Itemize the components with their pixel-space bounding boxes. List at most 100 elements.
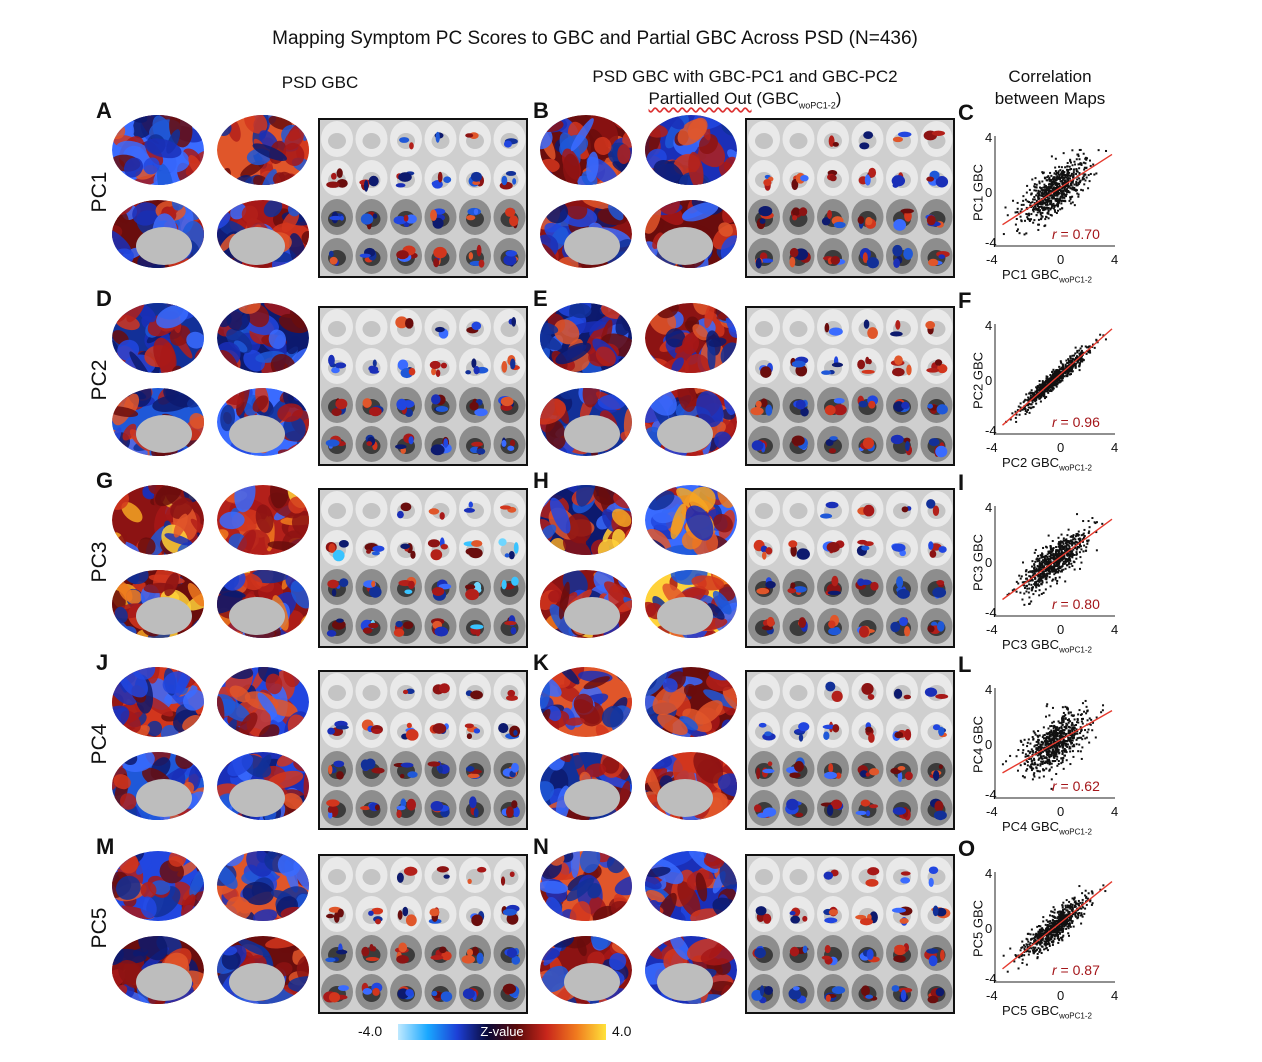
scatter-point (1027, 398, 1030, 401)
scatter-point (1053, 911, 1056, 914)
scatter-point (1025, 393, 1028, 396)
scatter-point (1028, 751, 1031, 754)
scatter-point (1026, 755, 1029, 758)
gbc-close: ) (835, 89, 842, 108)
scatter-point (1064, 184, 1067, 187)
scatter-point (1055, 563, 1058, 566)
figure-title: Mapping Symptom PC Scores to GBC and Par… (272, 28, 918, 49)
scatter-point (1032, 933, 1035, 936)
scatter-point (1043, 557, 1046, 560)
volume-slice (817, 790, 849, 826)
scatter-point (1019, 764, 1022, 767)
volume-slice (493, 348, 526, 384)
scatter-point (1040, 201, 1043, 204)
correlation-scatter-plot (975, 866, 1125, 991)
scatter-point (1053, 180, 1056, 183)
volume-slice (424, 238, 457, 274)
scatter-point (1059, 936, 1062, 939)
scatter-point (1037, 568, 1040, 571)
scatter-point (1062, 749, 1065, 752)
scatter-point (1080, 757, 1083, 760)
volume-slice (390, 608, 422, 644)
scatter-point (1058, 545, 1061, 548)
scatter-point (1053, 908, 1056, 911)
volume-slice (424, 935, 457, 971)
scatter-x-label-main: PC4 GBC (1002, 819, 1060, 834)
volume-slice (390, 896, 422, 932)
scatter-point (1060, 207, 1063, 210)
scatter-point (1022, 203, 1025, 206)
volume-slice (459, 608, 491, 644)
volume-slices-partial-gbc (745, 854, 955, 1014)
scatter-point (1026, 399, 1029, 402)
scatter-point (1078, 543, 1081, 546)
scatter-point (1034, 177, 1037, 180)
scatter-point (1061, 176, 1064, 179)
brain-surface-ml (112, 752, 204, 820)
scatter-point (1023, 586, 1026, 589)
scatter-point (1036, 574, 1039, 577)
scatter-point (1037, 738, 1040, 741)
scatter-point (1002, 954, 1005, 957)
scatter-point (1079, 353, 1082, 356)
scatter-point (1041, 391, 1044, 394)
scatter-point (1070, 180, 1073, 183)
scatter-point (1022, 743, 1025, 746)
scatter-point (1069, 187, 1072, 190)
scatter-point (1041, 215, 1044, 218)
scatter-point (1087, 346, 1090, 349)
volume-slice (390, 751, 422, 787)
scatter-points (1002, 884, 1107, 973)
scatter-point (1030, 769, 1033, 772)
scatter-point (1040, 751, 1043, 754)
scatter-point (1080, 922, 1083, 925)
scatter-point (1070, 714, 1073, 717)
scatter-point (1051, 554, 1054, 557)
scatter-point (1085, 176, 1088, 179)
scatter-point (1052, 735, 1055, 738)
scatter-point (1025, 590, 1028, 593)
scatter-point (1028, 219, 1031, 222)
scatter-point (1066, 913, 1069, 916)
volume-slice (424, 199, 457, 235)
scatter-point (1065, 921, 1068, 924)
scatter-point (1064, 173, 1067, 176)
volume-slice (355, 751, 388, 787)
scatter-point (1042, 172, 1045, 175)
scatter-point (1045, 216, 1048, 219)
scatter-point (1059, 197, 1062, 200)
scatter-point (1039, 764, 1042, 767)
scatter-point (1009, 947, 1012, 950)
scatter-point (1032, 593, 1035, 596)
scatter-point (1052, 925, 1055, 928)
x-tick-zero: 0 (1057, 440, 1065, 455)
scatter-point (1082, 550, 1085, 553)
scatter-point (1061, 759, 1064, 762)
scatter-point (1061, 929, 1064, 932)
scatter-point (1065, 899, 1068, 902)
scatter-point (1087, 892, 1090, 895)
scatter-point (1081, 901, 1084, 904)
scatter-point (1051, 377, 1054, 380)
volume-slice (920, 426, 953, 462)
scatter-point (1050, 938, 1053, 941)
r-number: = 0.96 (1056, 414, 1100, 430)
scatter-point (1026, 761, 1029, 764)
y-tick-neg: -4 (985, 235, 997, 250)
scatter-point (1052, 729, 1055, 732)
scatter-point (1070, 174, 1073, 177)
scatter-point (1031, 579, 1034, 582)
scatter-point (1064, 179, 1067, 182)
scatter-point (1058, 165, 1061, 168)
scatter-point (1074, 911, 1077, 914)
scatter-point (1045, 576, 1048, 579)
brain-surface-r (645, 851, 737, 921)
scatter-x-label-subscript: woPC1-2 (1059, 645, 1092, 655)
scatter-point (1016, 229, 1019, 232)
scatter-point (1069, 555, 1072, 558)
scatter-point (1060, 569, 1063, 572)
scatter-point (1042, 200, 1045, 203)
scatter-point (1069, 720, 1072, 723)
scatter-point (1032, 946, 1035, 949)
scatter-point (1029, 575, 1032, 578)
